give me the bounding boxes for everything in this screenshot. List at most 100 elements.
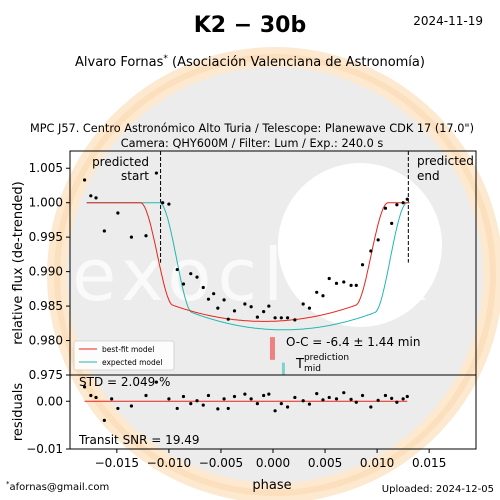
residual-data-point <box>267 392 271 396</box>
main-data-point <box>342 280 346 284</box>
watermark-text: exoclock <box>72 233 432 317</box>
main-data-point <box>354 283 358 287</box>
x-tick-label: −0.010 <box>147 456 191 470</box>
main-data-points <box>82 171 409 322</box>
main-data-point <box>82 178 87 182</box>
subtitle-line2: Camera: QHY600M / Filter: Lum / Exp.: 24… <box>121 137 384 150</box>
main-y-tick-label: 1.000 <box>29 196 63 210</box>
main-y-tick-label: 0.985 <box>29 299 63 313</box>
residual-data-point <box>222 397 226 401</box>
main-data-point <box>315 290 319 294</box>
residual-data-point <box>216 407 220 411</box>
residual-data-point <box>243 392 247 396</box>
main-plot: 0.975 0.980 0.985 0.990 0.995 1.000 1.005 rela… <box>11 150 477 382</box>
main-data-point <box>201 285 205 290</box>
residual-data-point <box>232 394 237 399</box>
observer-mark: * <box>163 54 168 64</box>
main-data-point <box>293 318 297 322</box>
main-data-point <box>279 316 283 320</box>
residual-data-point <box>181 394 186 399</box>
residual-data-point <box>390 396 394 400</box>
main-y-tick-label: 1.005 <box>29 161 63 175</box>
x-tick-label: −0.005 <box>199 456 243 470</box>
x-tick-label: −0.015 <box>95 456 139 470</box>
main-y-tick-label: 0.995 <box>29 230 63 244</box>
page-title: K2 − 30b <box>194 13 306 38</box>
residual-data-point <box>395 400 399 404</box>
main-data-point <box>195 275 199 279</box>
main-data-point <box>262 309 266 314</box>
main-y-axis-label: relative flux (de-trended) <box>11 181 26 344</box>
main-y-tick-label: 0.975 <box>29 368 63 382</box>
snr-annotation: Transit SNR = 19.49 <box>78 433 200 447</box>
residual-data-point <box>255 402 259 406</box>
main-data-point <box>206 297 211 301</box>
main-data-point <box>89 194 93 198</box>
main-data-point <box>301 302 305 306</box>
main-data-point <box>102 229 106 233</box>
residual-data-point <box>301 399 305 403</box>
residual-data-point <box>82 385 87 389</box>
x-tick-label: 0.005 <box>308 456 342 470</box>
predicted-start-label-2: start <box>121 169 149 183</box>
tmid-annotation: Tmidprediction <box>295 353 349 374</box>
main-data-point <box>232 309 237 313</box>
main-data-point <box>243 302 247 306</box>
residual-data-point <box>110 397 114 401</box>
main-data-point <box>395 203 399 207</box>
main-data-point <box>144 234 148 238</box>
main-data-point <box>383 206 388 210</box>
x-tick-label: 0.000 <box>256 456 290 470</box>
main-data-point <box>334 281 339 285</box>
watermark-planet <box>278 163 442 327</box>
residual-data-points <box>82 380 409 422</box>
main-data-point <box>154 171 159 175</box>
main-data-point <box>116 211 120 215</box>
predicted-window <box>160 151 409 263</box>
residual-data-point <box>273 409 277 413</box>
email-text: afornas@gmail.com <box>10 482 110 493</box>
residual-data-point <box>285 405 290 409</box>
upload-date: Uploaded: 2024-12-05 <box>382 484 494 495</box>
residual-data-point <box>360 393 365 398</box>
residual-data-point <box>327 395 331 400</box>
tmid-sub: mid <box>304 364 321 374</box>
residual-data-point <box>175 406 179 411</box>
main-data-point <box>405 197 409 201</box>
legend-fit-label: best-fit model <box>102 345 154 354</box>
residual-y-tick-label: 0.00 <box>36 394 63 408</box>
observer-name: Alvaro Fornas <box>75 55 164 70</box>
residual-data-point <box>94 395 98 400</box>
residual-data-point <box>349 397 353 401</box>
main-data-point <box>175 267 179 272</box>
oc-annotation: O-C = -6.4 ± 1.44 min <box>286 335 420 349</box>
residual-data-point <box>189 402 193 406</box>
residual-data-point <box>144 393 148 398</box>
main-data-point <box>129 235 134 239</box>
residual-data-point <box>262 393 266 398</box>
main-data-point <box>189 272 193 276</box>
std-annotation: STD = 2.049 % <box>79 375 170 389</box>
residual-data-point <box>249 397 253 401</box>
main-data-point <box>181 282 186 286</box>
subtitle-line1: MPC J57. Centro Astronómico Alto Turia /… <box>30 122 474 135</box>
residual-data-point <box>279 402 283 406</box>
residual-data-point <box>315 392 319 396</box>
residual-data-point <box>226 406 230 411</box>
main-data-point <box>255 315 259 319</box>
residual-data-point <box>321 398 325 402</box>
residual-data-point <box>89 393 93 398</box>
legend-box <box>73 340 175 371</box>
main-data-point <box>307 306 312 310</box>
main-data-point <box>161 201 165 205</box>
main-data-point <box>321 294 325 298</box>
residual-y-tick-label: −0.01 <box>26 442 63 456</box>
oc-marker-bar <box>269 337 275 360</box>
residual-data-point <box>102 418 106 422</box>
observer-affiliation: (Asociación Valenciana de Astronomía) <box>172 55 425 70</box>
residual-y-axis-label: residuals <box>11 383 26 442</box>
x-tick-label: 0.015 <box>412 456 446 470</box>
main-data-point <box>376 238 380 242</box>
email-mark: * <box>6 480 10 488</box>
residual-data-point <box>334 397 339 401</box>
